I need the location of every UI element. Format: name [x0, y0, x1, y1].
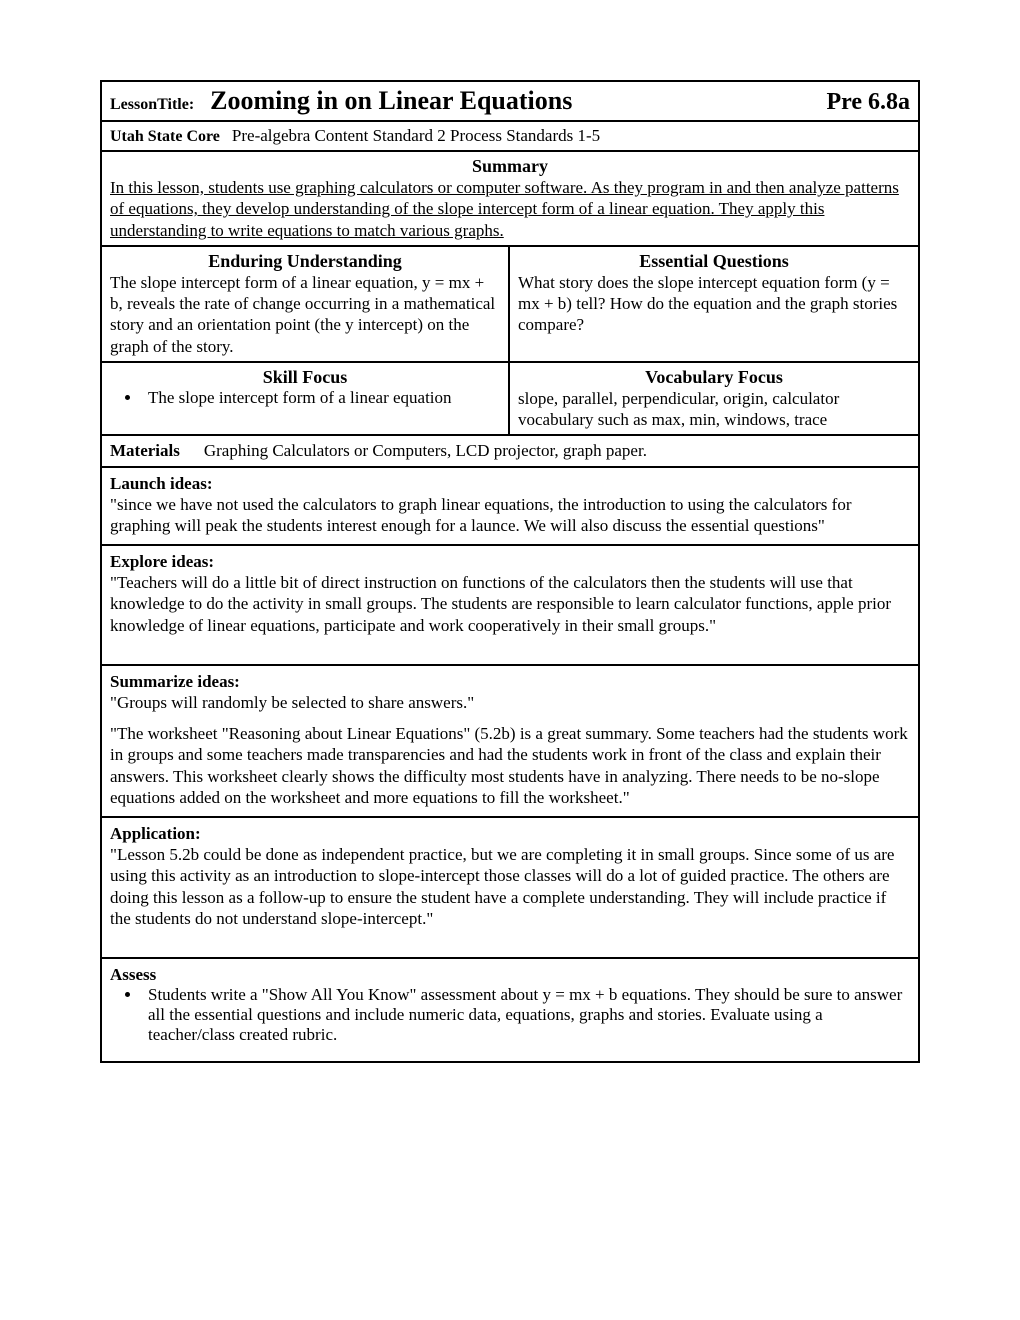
- document-container: LessonTitle: Zooming in on Linear Equati…: [100, 80, 920, 1063]
- essential-cell: Essential Questions What story does the …: [510, 247, 918, 361]
- enduring-essential-row: Enduring Understanding The slope interce…: [102, 247, 918, 363]
- vocab-cell: Vocabulary Focus slope, parallel, perpen…: [510, 363, 918, 435]
- summary-section: Summary In this lesson, students use gra…: [102, 152, 918, 247]
- title-row: LessonTitle: Zooming in on Linear Equati…: [102, 82, 918, 122]
- assess-bullet: Students write a "Show All You Know" ass…: [142, 985, 910, 1045]
- vocab-heading: Vocabulary Focus: [518, 367, 910, 388]
- summary-text: In this lesson, students use graphing ca…: [110, 177, 910, 241]
- lesson-title-label: LessonTitle:: [110, 96, 194, 113]
- core-label: Utah State Core: [110, 128, 220, 145]
- summarize-p2: "The worksheet "Reasoning about Linear E…: [110, 723, 910, 808]
- application-section: Application: "Lesson 5.2b could be done …: [102, 818, 918, 959]
- explore-text: "Teachers will do a little bit of direct…: [110, 572, 910, 636]
- assess-heading: Assess: [110, 965, 910, 985]
- vocab-text: slope, parallel, perpendicular, origin, …: [518, 388, 910, 431]
- application-text: "Lesson 5.2b could be done as independen…: [110, 844, 910, 929]
- launch-section: Launch ideas: "since we have not used th…: [102, 468, 918, 547]
- essential-heading: Essential Questions: [518, 251, 910, 272]
- core-row: Utah State Core Pre-algebra Content Stan…: [102, 122, 918, 152]
- application-heading: Application:: [110, 824, 910, 844]
- materials-row: Materials Graphing Calculators or Comput…: [102, 436, 918, 467]
- launch-heading: Launch ideas:: [110, 474, 910, 494]
- summarize-p1: "Groups will randomly be selected to sha…: [110, 692, 910, 713]
- skill-bullet: The slope intercept form of a linear equ…: [142, 388, 500, 408]
- skill-heading: Skill Focus: [110, 367, 500, 388]
- summarize-section: Summarize ideas: "Groups will randomly b…: [102, 666, 918, 818]
- summarize-heading: Summarize ideas:: [110, 672, 910, 692]
- explore-heading: Explore ideas:: [110, 552, 910, 572]
- core-text: Pre-algebra Content Standard 2 Process S…: [232, 126, 600, 145]
- assess-section: Assess Students write a "Show All You Kn…: [102, 959, 918, 1061]
- launch-text: "since we have not used the calculators …: [110, 494, 910, 537]
- enduring-text: The slope intercept form of a linear equ…: [110, 272, 500, 357]
- skill-vocab-row: Skill Focus The slope intercept form of …: [102, 363, 918, 437]
- lesson-code: Pre 6.8a: [826, 89, 910, 116]
- enduring-heading: Enduring Understanding: [110, 251, 500, 272]
- materials-text: Graphing Calculators or Computers, LCD p…: [204, 441, 647, 460]
- skill-cell: Skill Focus The slope intercept form of …: [102, 363, 510, 435]
- explore-section: Explore ideas: "Teachers will do a littl…: [102, 546, 918, 666]
- materials-label: Materials: [110, 441, 180, 460]
- enduring-cell: Enduring Understanding The slope interce…: [102, 247, 510, 361]
- essential-text: What story does the slope intercept equa…: [518, 272, 910, 336]
- summary-heading: Summary: [110, 156, 910, 177]
- lesson-title: Zooming in on Linear Equations: [210, 86, 572, 115]
